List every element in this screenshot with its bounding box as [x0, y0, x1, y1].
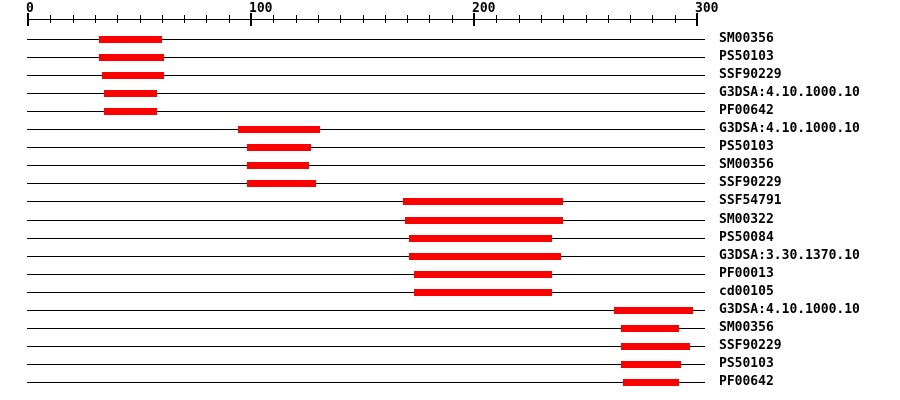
domain-match-bar — [247, 180, 316, 187]
major-tick — [473, 13, 475, 26]
domain-match-bar — [614, 307, 693, 314]
domain-match-bar — [247, 144, 311, 151]
tick-label: 300 — [695, 1, 719, 16]
sequence-line — [27, 39, 705, 40]
row-label: SSF90229 — [719, 175, 782, 190]
row-label: SSF90229 — [719, 67, 782, 82]
minor-tick — [273, 15, 274, 23]
sequence-line — [27, 201, 705, 202]
row-label: G3DSA:3.30.1370.10 — [719, 248, 860, 263]
row-label: G3DSA:4.10.1000.10 — [719, 121, 860, 136]
sequence-line — [27, 75, 705, 76]
domain-match-bar — [414, 289, 552, 296]
domain-match-bar — [403, 198, 563, 205]
row-label: PS50103 — [719, 49, 774, 64]
minor-tick — [385, 15, 386, 23]
row-label: SSF90229 — [719, 338, 782, 353]
domain-match-bar — [104, 108, 157, 115]
sequence-line — [27, 346, 705, 347]
domain-match-bar — [102, 72, 164, 79]
row-label: G3DSA:4.10.1000.10 — [719, 85, 860, 100]
sequence-line — [27, 129, 705, 130]
minor-tick — [407, 15, 408, 23]
sequence-line — [27, 220, 705, 221]
sequence-line — [27, 310, 705, 311]
domain-match-bar — [99, 54, 164, 61]
sequence-line — [27, 382, 705, 383]
minor-tick — [496, 15, 497, 23]
minor-tick — [563, 15, 564, 23]
minor-tick — [95, 15, 96, 23]
row-label: SM00356 — [719, 157, 774, 172]
domain-match-bar — [409, 253, 561, 260]
major-tick — [27, 13, 29, 26]
minor-tick — [519, 15, 520, 23]
minor-tick — [73, 15, 74, 23]
tick-label: 200 — [472, 1, 496, 16]
minor-tick — [675, 15, 676, 23]
row-label: SSF54791 — [719, 193, 782, 208]
major-tick — [696, 13, 698, 26]
minor-tick — [541, 15, 542, 23]
minor-tick — [140, 15, 141, 23]
minor-tick — [50, 15, 51, 23]
major-tick — [250, 13, 252, 26]
minor-tick — [318, 15, 319, 23]
sequence-line — [27, 238, 705, 239]
row-label: PF00013 — [719, 266, 774, 281]
domain-match-bar — [99, 36, 162, 43]
minor-tick — [229, 15, 230, 23]
row-label: SM00356 — [719, 31, 774, 46]
sequence-line — [27, 147, 705, 148]
minor-tick — [452, 15, 453, 23]
minor-tick — [608, 15, 609, 23]
domain-match-bar — [247, 162, 309, 169]
row-label: SM00356 — [719, 320, 774, 335]
domain-match-bar — [104, 90, 157, 97]
row-label: PS50084 — [719, 230, 774, 245]
sequence-line — [27, 165, 705, 166]
minor-tick — [586, 15, 587, 23]
domain-match-bar — [405, 217, 563, 224]
minor-tick — [206, 15, 207, 23]
domain-match-bar — [414, 271, 552, 278]
sequence-line — [27, 183, 705, 184]
minor-tick — [630, 15, 631, 23]
tick-label: 0 — [26, 1, 34, 16]
domain-match-bar — [621, 361, 681, 368]
minor-tick — [296, 15, 297, 23]
minor-tick — [363, 15, 364, 23]
sequence-line — [27, 274, 705, 275]
row-label: SM00322 — [719, 212, 774, 227]
row-label: PF00642 — [719, 374, 774, 389]
minor-tick — [340, 15, 341, 23]
sequence-line — [27, 292, 705, 293]
domain-match-bar — [621, 343, 690, 350]
row-label: PS50103 — [719, 139, 774, 154]
sequence-line — [27, 57, 705, 58]
row-label: PF00642 — [719, 103, 774, 118]
sequence-line — [27, 364, 705, 365]
tick-label: 100 — [249, 1, 273, 16]
domain-match-bar — [409, 235, 552, 242]
minor-tick — [652, 15, 653, 23]
row-label: cd00105 — [719, 284, 774, 299]
row-label: PS50103 — [719, 356, 774, 371]
sequence-line — [27, 93, 705, 94]
sequence-line — [27, 256, 705, 257]
row-label: G3DSA:4.10.1000.10 — [719, 302, 860, 317]
domain-match-bar — [623, 379, 679, 386]
minor-tick — [117, 15, 118, 23]
minor-tick — [162, 15, 163, 23]
domain-match-bar — [621, 325, 679, 332]
minor-tick — [429, 15, 430, 23]
minor-tick — [184, 15, 185, 23]
sequence-line — [27, 111, 705, 112]
sequence-line — [27, 328, 705, 329]
domain-match-bar — [238, 126, 320, 133]
